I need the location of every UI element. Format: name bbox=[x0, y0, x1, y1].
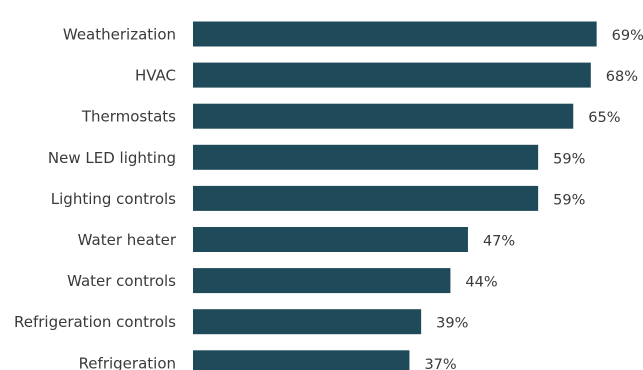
category-label: Refrigeration controls bbox=[14, 313, 176, 331]
category-label: Water controls bbox=[67, 272, 176, 290]
value-label: 65% bbox=[588, 110, 620, 126]
bar bbox=[193, 268, 451, 294]
value-label: 59% bbox=[553, 192, 585, 208]
value-label: 44% bbox=[465, 275, 497, 291]
value-label: 59% bbox=[553, 151, 585, 167]
value-label: 68% bbox=[606, 69, 638, 85]
value-label: 39% bbox=[436, 316, 468, 332]
category-label: Weatherization bbox=[63, 26, 176, 44]
category-label: Refrigeration bbox=[79, 354, 176, 370]
bar bbox=[193, 62, 591, 88]
bars bbox=[193, 21, 597, 370]
bar bbox=[193, 21, 597, 47]
category-label: Thermostats bbox=[81, 108, 176, 126]
bar bbox=[193, 185, 539, 211]
value-labels: 69% 68% 65% 59% 59% 47% 44% 39% 37% bbox=[424, 28, 643, 370]
value-label: 37% bbox=[424, 357, 456, 370]
value-label: 69% bbox=[612, 28, 643, 44]
bar bbox=[193, 227, 468, 252]
category-label: HVAC bbox=[135, 67, 176, 85]
category-label: New LED lighting bbox=[48, 149, 176, 167]
value-label: 47% bbox=[483, 234, 515, 250]
bar bbox=[193, 350, 410, 370]
category-labels: Weatherization HVAC Thermostats New LED lig… bbox=[14, 26, 177, 370]
category-label: Water heater bbox=[78, 231, 177, 249]
bar bbox=[193, 144, 539, 170]
bar bbox=[193, 309, 422, 335]
category-label: Lighting controls bbox=[51, 190, 176, 208]
bar bbox=[193, 103, 574, 129]
